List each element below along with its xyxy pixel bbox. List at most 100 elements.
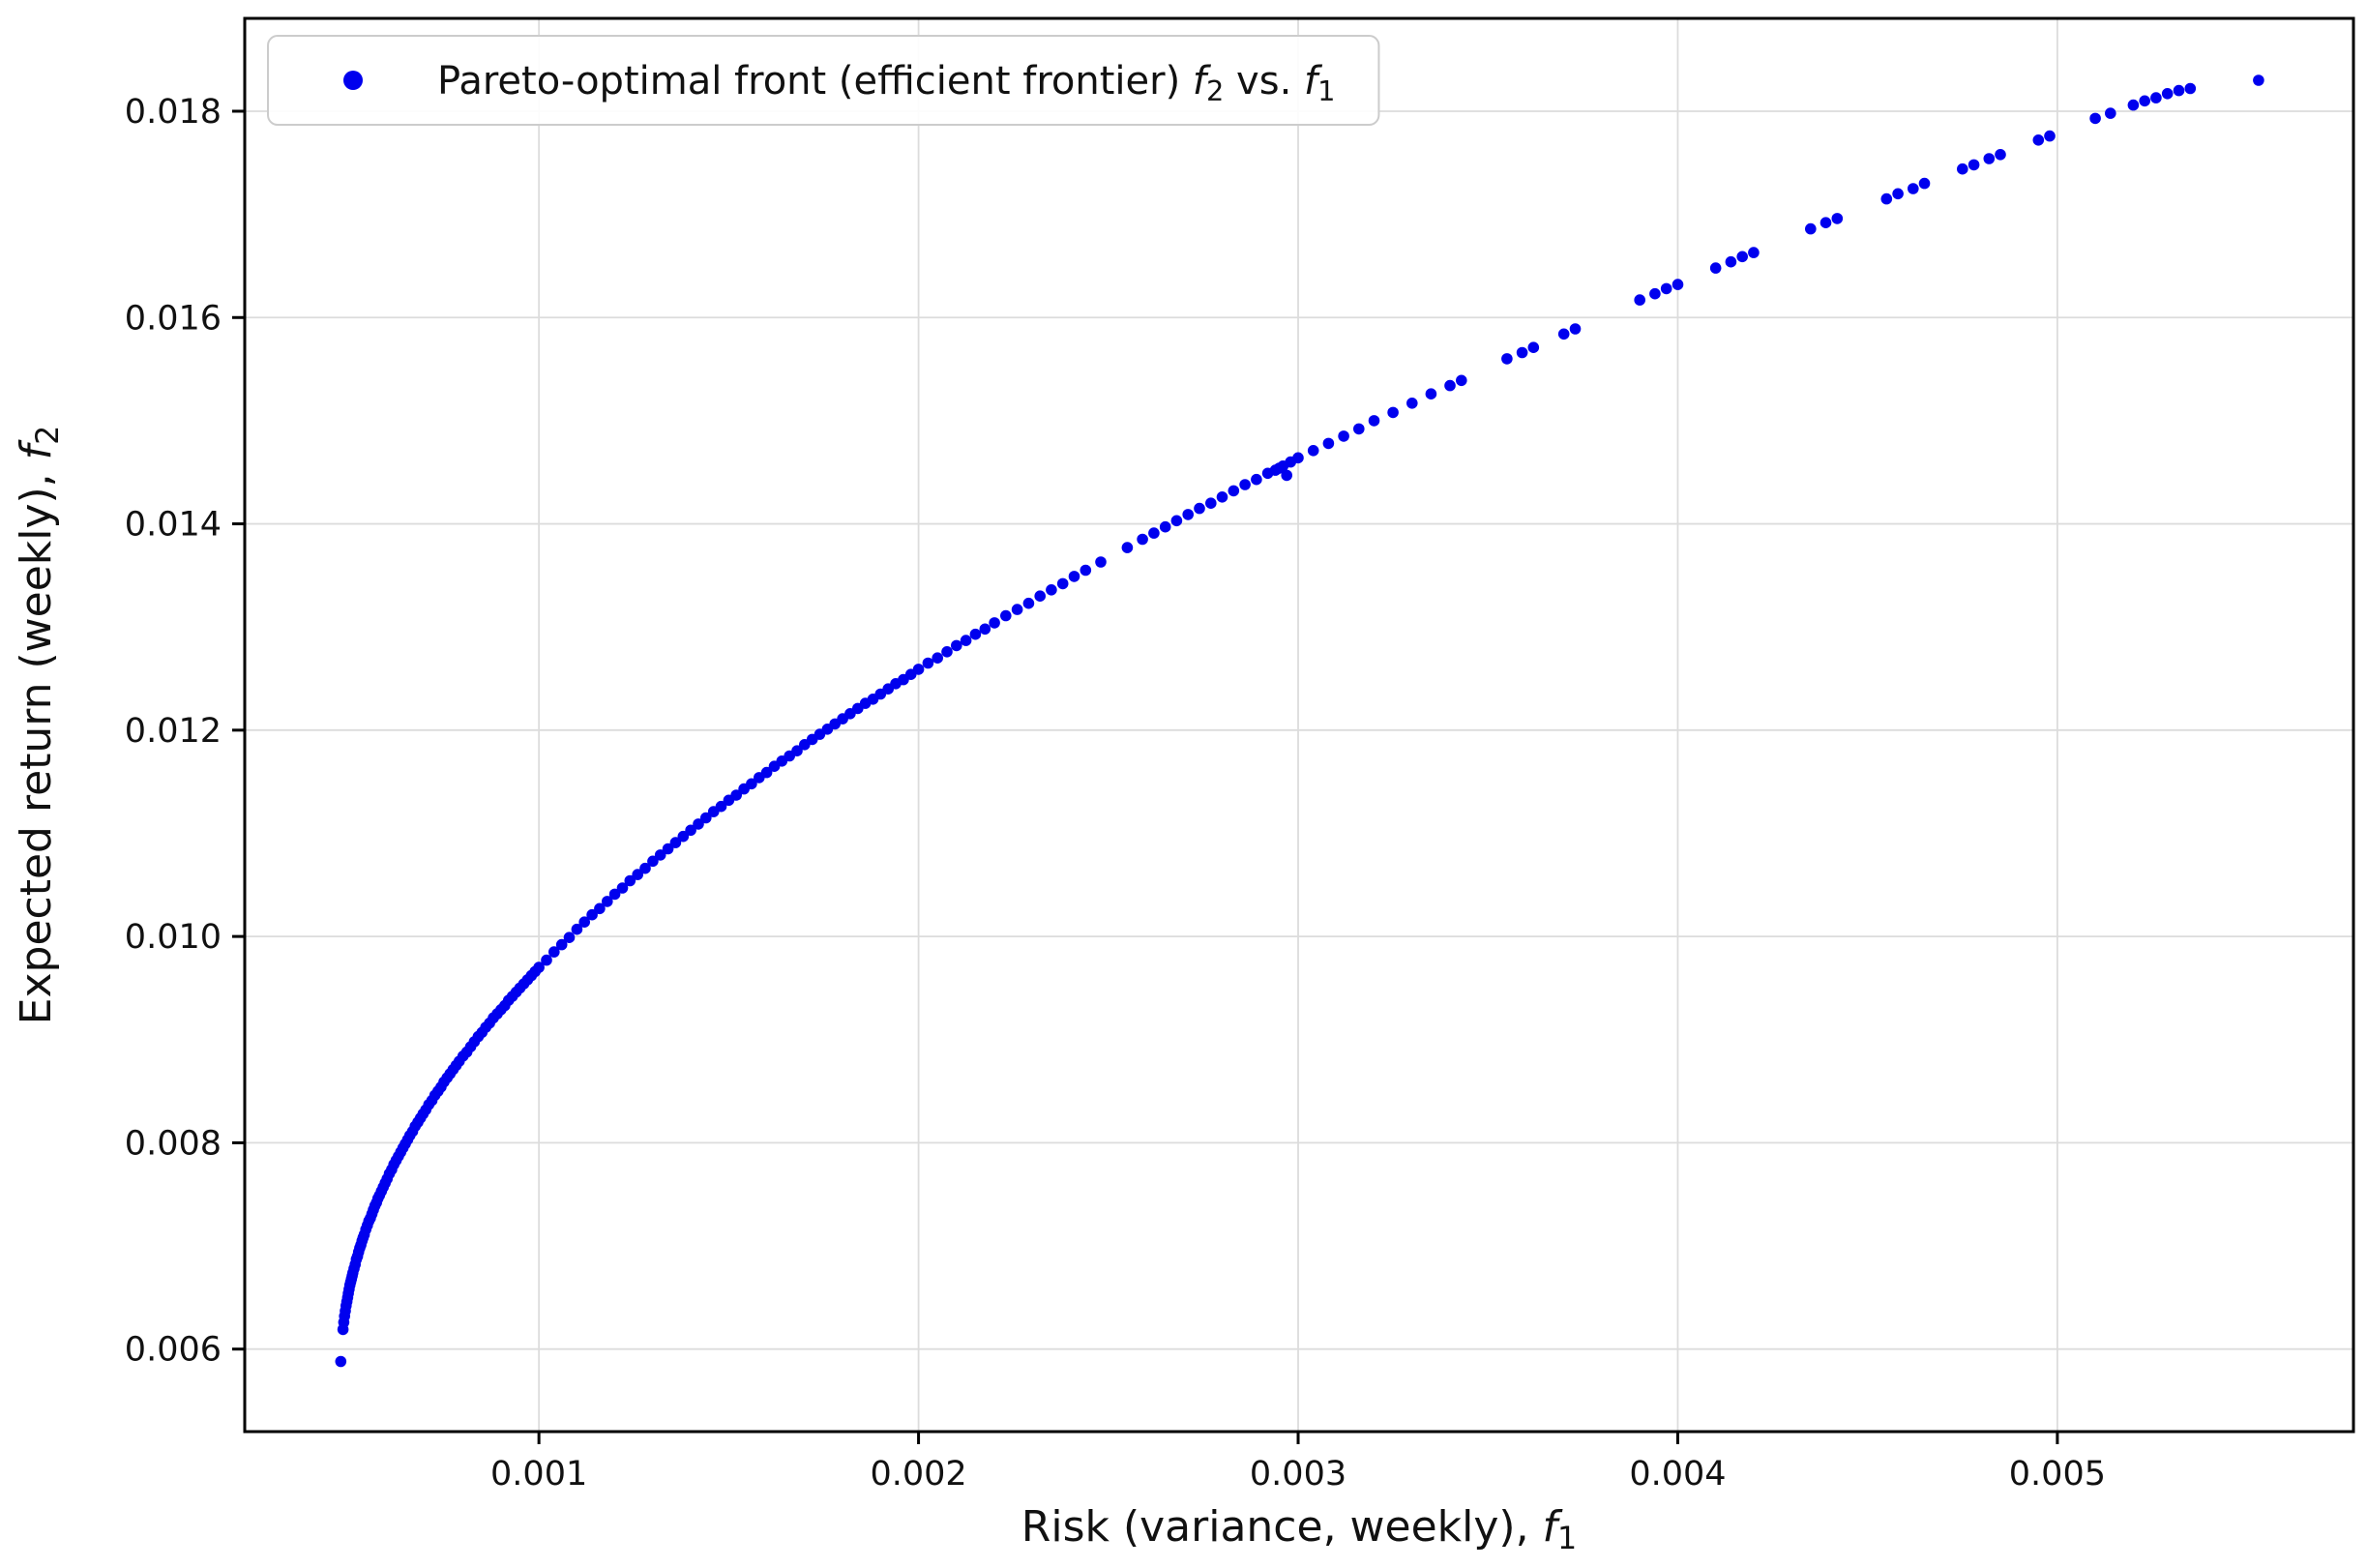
scatter-point (639, 862, 651, 874)
plot-border (243, 16, 2355, 1434)
scatter-point (760, 766, 773, 779)
scatter-point (1046, 584, 1057, 596)
scatter-point (1148, 527, 1160, 539)
scatter-point (791, 745, 803, 756)
legend-marker-icon (343, 71, 363, 90)
scatter-point (2139, 95, 2150, 107)
y-tick-label: 0.008 (125, 1124, 222, 1163)
y-tick-label: 0.016 (125, 299, 222, 338)
scatter-point (960, 635, 972, 646)
scatter-point (1892, 188, 1904, 200)
scatter-point (1034, 590, 1046, 602)
scatter-point (951, 639, 962, 652)
scatter-point (1387, 406, 1399, 419)
y-axis-label: Expected return (weekly), f2 (12, 426, 66, 1025)
scatter-point (1406, 398, 1418, 409)
scatter-point (1709, 262, 1722, 274)
scatter-point (1137, 533, 1148, 546)
scatter-point (1501, 353, 1513, 365)
scatter-point (1725, 255, 1737, 268)
y-tick-label: 0.006 (125, 1331, 222, 1370)
scatter-point (1649, 287, 1661, 300)
scatter-point (1444, 379, 1456, 392)
scatter-point (746, 778, 757, 790)
x-tick-label: 0.001 (490, 1455, 587, 1494)
scatter-point (941, 646, 953, 658)
scatter-point (932, 652, 943, 664)
scatter-point (1672, 279, 1684, 290)
scatter-point (715, 800, 727, 813)
y-tick-label: 0.010 (125, 918, 222, 957)
scatter-point (335, 1355, 347, 1368)
scatter-point (555, 938, 568, 951)
legend: Pareto-optimal front (efficient frontier… (267, 35, 1380, 126)
scatter-point (1281, 469, 1292, 482)
scatter-point (922, 657, 934, 669)
scatter-point (2089, 112, 2101, 125)
scatter-point (1569, 323, 1582, 335)
scatter-point (1557, 328, 1570, 340)
scatter-point (624, 874, 636, 887)
scatter-point (1880, 192, 1893, 205)
scatter-point (1983, 153, 1996, 164)
scatter-point (608, 888, 621, 901)
scatter-point (730, 789, 742, 801)
scatter-point (2044, 130, 2056, 142)
scatter-point (533, 962, 545, 973)
scatter-point (1068, 571, 1080, 582)
scatter-point (979, 623, 991, 636)
scatter-point (2161, 88, 2174, 100)
scatter-point (616, 882, 629, 894)
scatter-point (632, 869, 643, 880)
scatter-point (1194, 502, 1205, 515)
scatter-point (1159, 520, 1171, 533)
x-tick-label: 0.005 (2009, 1455, 2106, 1494)
scatter-point (1805, 222, 1817, 235)
legend-label: Pareto-optimal front (efficient frontier… (437, 59, 1335, 107)
scatter-point (693, 818, 704, 830)
scatter-point (1456, 374, 1467, 387)
scatter-point (2127, 99, 2140, 111)
y-axis: 0.006 0.008 0.010 0.012 0.014 0.016 0.018 (125, 93, 245, 1370)
scatter-point (1820, 217, 1832, 228)
scatter-point (1056, 577, 1069, 590)
scatter-point (1748, 247, 1760, 258)
scatter-point (1957, 163, 1968, 175)
scatter-point (1968, 159, 1980, 171)
scatter-point (1908, 183, 1919, 194)
scatter-point (548, 946, 560, 958)
y-tick-label: 0.012 (125, 712, 222, 751)
scatter-point (586, 908, 598, 921)
scatter-point (1121, 542, 1134, 553)
scatter-point (1660, 282, 1672, 295)
scatter-point (1292, 452, 1304, 464)
scatter-point (2150, 92, 2162, 104)
scatter-point (1338, 430, 1349, 442)
scatter-point (654, 849, 666, 861)
legend-box (267, 35, 1380, 126)
scatter-point (563, 932, 576, 943)
scatter-series (335, 74, 2264, 1368)
scatter-point (2184, 82, 2197, 95)
scatter-point (1239, 479, 1251, 490)
scatter-point (1095, 556, 1107, 568)
scatter-point (2032, 134, 2045, 146)
scatter-point (571, 923, 583, 935)
x-tick-label: 0.004 (1629, 1455, 1726, 1494)
scatter-point (578, 916, 590, 928)
scatter-point (1353, 423, 1365, 435)
scatter-point (1251, 473, 1262, 486)
scatter-point (1216, 491, 1228, 503)
scatter-point (1831, 213, 1844, 224)
y-tick-label: 0.018 (125, 93, 222, 132)
scatter-point (989, 617, 1000, 629)
scatter-point (1527, 341, 1540, 354)
scatter-point (1918, 177, 1931, 190)
scatter-point (1205, 497, 1217, 509)
scatter-point (1368, 415, 1380, 427)
scatter-point (541, 954, 552, 966)
scatter-point (969, 628, 982, 640)
scatter-point (1995, 149, 2006, 161)
scatter-point (1170, 515, 1183, 527)
